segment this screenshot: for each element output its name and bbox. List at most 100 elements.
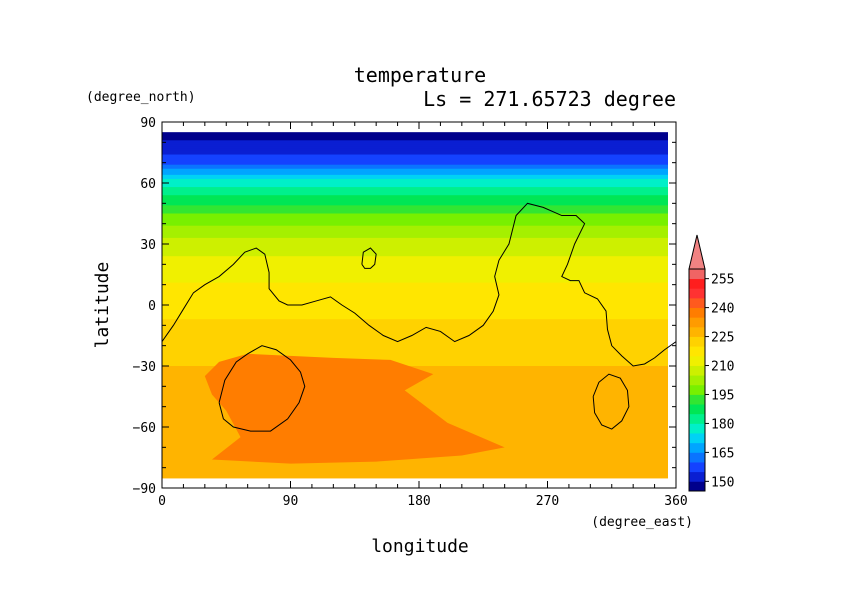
field-band	[162, 396, 668, 400]
field-band	[162, 258, 668, 261]
field-band	[162, 231, 668, 235]
field-band	[162, 142, 668, 145]
field-band	[162, 347, 668, 351]
colorbar-swatch	[689, 384, 705, 395]
field-band	[162, 174, 668, 178]
colorbar-swatch	[689, 278, 705, 289]
field-band	[162, 280, 668, 284]
contour-coastline-main	[162, 202, 676, 367]
field-band	[162, 353, 668, 357]
field-band	[162, 278, 668, 282]
field-band	[162, 343, 668, 347]
field-band	[162, 185, 668, 188]
colorbar-label: 195	[711, 388, 734, 403]
field-band	[162, 268, 668, 272]
field-band	[162, 264, 668, 267]
field-band	[162, 349, 668, 353]
chart-title: temperature	[354, 63, 486, 87]
colorbar-label: 180	[711, 417, 734, 432]
field-band	[162, 166, 668, 170]
colorbar-label: 165	[711, 446, 734, 461]
field-band	[162, 294, 668, 298]
colorbar-swatch	[689, 413, 705, 424]
field-band	[162, 290, 668, 294]
colorbar-swatch	[689, 433, 705, 444]
field-band	[162, 475, 668, 479]
colorbar-swatch	[689, 394, 705, 405]
field-band	[162, 311, 668, 314]
colorbar-swatch	[689, 336, 705, 347]
field-band	[162, 156, 668, 160]
y-tick-label: 30	[140, 238, 156, 253]
field-band	[162, 339, 668, 343]
field-band	[162, 363, 668, 367]
field-band	[162, 260, 668, 263]
field-band	[162, 309, 668, 312]
colorbar-swatch	[689, 317, 705, 328]
field-band	[162, 366, 668, 369]
y-tick-label: 0	[148, 299, 156, 314]
y-axis-label: latitude	[92, 262, 113, 349]
field-band	[162, 329, 668, 333]
field-band	[162, 162, 668, 166]
contour-loop-east	[592, 373, 630, 430]
field-band	[162, 248, 668, 251]
field-band	[162, 217, 668, 221]
field-band	[162, 296, 668, 300]
field-band	[162, 138, 668, 141]
colorbar-swatch	[689, 288, 705, 299]
field-band	[162, 148, 668, 152]
field-band	[162, 386, 668, 389]
colorbar-label: 255	[711, 273, 734, 288]
x-tick-label: 0	[158, 494, 166, 509]
colorbar-swatch	[689, 481, 705, 492]
colorbar-swatch	[689, 423, 705, 434]
field-band	[162, 359, 668, 363]
field-band	[162, 140, 668, 143]
colorbar-swatch	[689, 355, 705, 366]
colorbar-swatch	[689, 326, 705, 337]
temperature-field	[162, 132, 668, 479]
field-band	[162, 270, 668, 274]
x-axis-label: longitude	[371, 536, 469, 557]
field-band	[162, 254, 668, 257]
colorbar-swatch	[689, 375, 705, 386]
field-band	[162, 384, 668, 387]
colorbar-extend-arrow	[688, 234, 706, 270]
y-tick-label: 60	[140, 177, 156, 192]
colorbar-label: 240	[711, 302, 734, 317]
colorbar-label: 225	[711, 331, 734, 346]
field-band	[162, 215, 668, 219]
colorbar-swatch	[689, 269, 705, 280]
field-band	[162, 357, 668, 361]
field-band	[162, 361, 668, 365]
field-band	[162, 170, 668, 174]
colorbar-swatch	[689, 365, 705, 376]
field-band	[162, 288, 668, 292]
field-band	[162, 325, 668, 328]
y-tick-label: −30	[133, 360, 156, 375]
colorbar-swatch	[689, 307, 705, 318]
colorbar-label: 210	[711, 360, 734, 375]
field-band	[162, 246, 668, 249]
field-band	[162, 136, 668, 139]
field-band	[162, 300, 668, 304]
field-band	[162, 183, 668, 186]
colorbar-swatch	[689, 442, 705, 453]
field-band	[162, 262, 668, 265]
field-band	[162, 323, 668, 326]
field-band	[162, 154, 668, 158]
colorbar-swatch	[689, 462, 705, 473]
field-band	[162, 333, 668, 337]
field-band	[162, 178, 668, 182]
field-band	[162, 465, 668, 469]
field-band	[162, 223, 668, 227]
field-band	[162, 205, 668, 208]
chart-subtitle: Ls = 271.65723 degree	[423, 87, 676, 111]
field-band	[162, 305, 668, 308]
field-band	[162, 256, 668, 259]
colorbar-label: 150	[711, 475, 734, 490]
field-band	[162, 250, 668, 253]
field-band	[162, 187, 668, 190]
y-tick-label: −90	[133, 482, 156, 497]
